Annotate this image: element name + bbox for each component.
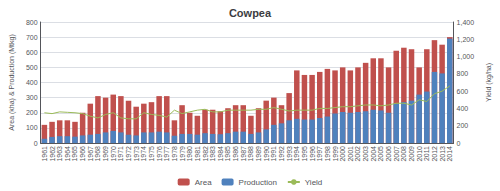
- svg-text:1973: 1973: [133, 146, 140, 162]
- svg-text:1995: 1995: [301, 146, 308, 162]
- svg-text:1964: 1964: [64, 146, 71, 162]
- svg-text:1988: 1988: [247, 146, 254, 162]
- svg-text:1983: 1983: [209, 146, 216, 162]
- svg-text:1,400: 1,400: [457, 19, 475, 26]
- svg-text:1991: 1991: [270, 146, 277, 162]
- svg-text:1978: 1978: [171, 146, 178, 162]
- svg-text:Yield: Yield: [305, 178, 323, 187]
- svg-text:2005: 2005: [377, 146, 384, 162]
- svg-text:800: 800: [457, 70, 469, 77]
- svg-text:1979: 1979: [179, 146, 186, 162]
- svg-text:2012: 2012: [431, 146, 438, 162]
- svg-text:1986: 1986: [232, 146, 239, 162]
- svg-text:2009: 2009: [408, 146, 415, 162]
- svg-text:1971: 1971: [117, 146, 124, 162]
- svg-text:2000: 2000: [339, 146, 346, 162]
- svg-text:1974: 1974: [140, 146, 147, 162]
- svg-text:1970: 1970: [110, 146, 117, 162]
- svg-text:1981: 1981: [194, 146, 201, 162]
- svg-text:1990: 1990: [263, 146, 270, 162]
- svg-text:Production: Production: [239, 178, 277, 187]
- svg-text:1993: 1993: [286, 146, 293, 162]
- svg-text:1975: 1975: [148, 146, 155, 162]
- svg-text:2004: 2004: [370, 146, 377, 162]
- svg-text:1962: 1962: [49, 146, 56, 162]
- svg-text:2001: 2001: [347, 146, 354, 162]
- svg-text:Area: Area: [195, 178, 212, 187]
- svg-text:100: 100: [26, 124, 38, 131]
- svg-text:1963: 1963: [56, 146, 63, 162]
- svg-text:2007: 2007: [393, 146, 400, 162]
- svg-text:1968: 1968: [94, 146, 101, 162]
- svg-text:1987: 1987: [240, 146, 247, 162]
- svg-text:2006: 2006: [385, 146, 392, 162]
- svg-text:1992: 1992: [278, 146, 285, 162]
- svg-text:1985: 1985: [224, 146, 231, 162]
- svg-text:200: 200: [457, 122, 469, 129]
- svg-text:1996: 1996: [309, 146, 316, 162]
- svg-text:1989: 1989: [255, 146, 262, 162]
- svg-text:1969: 1969: [102, 146, 109, 162]
- svg-text:1972: 1972: [125, 146, 132, 162]
- svg-text:1961: 1961: [41, 146, 48, 162]
- svg-text:1999: 1999: [332, 146, 339, 162]
- svg-text:400: 400: [26, 79, 38, 86]
- svg-text:2014: 2014: [446, 146, 453, 162]
- svg-text:500: 500: [26, 64, 38, 71]
- svg-text:1994: 1994: [293, 146, 300, 162]
- svg-text:1982: 1982: [202, 146, 209, 162]
- svg-text:2002: 2002: [354, 146, 361, 162]
- svg-text:600: 600: [26, 49, 38, 56]
- svg-text:1,200: 1,200: [457, 36, 475, 43]
- svg-text:700: 700: [26, 34, 38, 41]
- svg-text:Cowpea: Cowpea: [229, 7, 272, 19]
- svg-text:400: 400: [457, 105, 469, 112]
- svg-text:1966: 1966: [79, 146, 86, 162]
- svg-text:1980: 1980: [186, 146, 193, 162]
- svg-text:1976: 1976: [156, 146, 163, 162]
- svg-text:0: 0: [34, 140, 38, 147]
- svg-text:300: 300: [26, 94, 38, 101]
- svg-text:1997: 1997: [316, 146, 323, 162]
- svg-text:2013: 2013: [439, 146, 446, 162]
- svg-text:1998: 1998: [324, 146, 331, 162]
- svg-text:2008: 2008: [400, 146, 407, 162]
- svg-text:200: 200: [26, 109, 38, 116]
- svg-text:2011: 2011: [423, 146, 430, 161]
- svg-text:1984: 1984: [217, 146, 224, 162]
- svg-text:800: 800: [26, 19, 38, 26]
- svg-text:1965: 1965: [71, 146, 78, 162]
- svg-text:Yield (kg/ha): Yield (kg/ha): [485, 63, 493, 102]
- svg-text:0: 0: [457, 140, 461, 147]
- svg-text:Area (kha) & Production (Mtkg): Area (kha) & Production (Mtkg): [8, 34, 16, 130]
- svg-text:1977: 1977: [163, 146, 170, 162]
- svg-text:600: 600: [457, 88, 469, 95]
- svg-text:2003: 2003: [362, 146, 369, 162]
- svg-text:1,000: 1,000: [457, 53, 475, 60]
- svg-text:2010: 2010: [416, 146, 423, 162]
- svg-text:1967: 1967: [87, 146, 94, 162]
